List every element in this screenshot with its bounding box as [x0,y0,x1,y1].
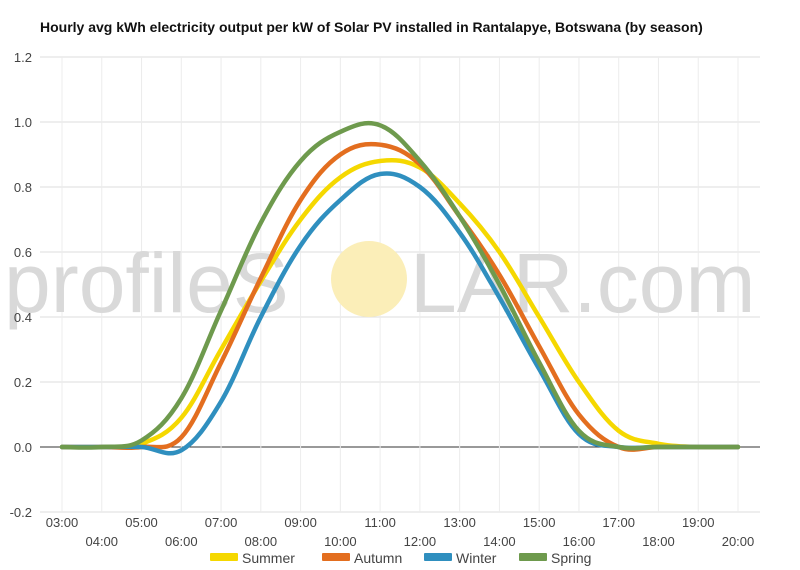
watermark-text-right: LAR.com [410,236,755,330]
x-tick-label: 15:00 [523,515,556,530]
legend-label-winter: Winter [456,550,497,566]
legend-label-summer: Summer [242,550,295,566]
x-tick-label: 04:00 [85,534,118,549]
x-tick-label: 13:00 [443,515,476,530]
x-tick-label: 05:00 [125,515,158,530]
series-line-spring [59,120,741,451]
x-tick-label: 10:00 [324,534,357,549]
legend: Summer Autumn Winter Spring [210,550,591,566]
y-axis: -0.2 0.0 0.2 0.4 0.6 0.8 1.0 1.2 [10,50,32,520]
legend-swatch-spring [519,553,547,561]
x-axis: 03:00 04:00 05:00 06:00 07:00 08:00 09:00 10:00… [46,515,755,549]
y-tick-label: -0.2 [10,505,32,520]
legend-label-spring: Spring [551,550,591,566]
y-tick-label: 1.2 [14,50,32,65]
x-tick-label: 19:00 [682,515,715,530]
y-tick-label: 0.8 [14,180,32,195]
x-tick-label: 06:00 [165,534,198,549]
x-tick-label: 12:00 [404,534,437,549]
x-tick-label: 08:00 [245,534,278,549]
x-tick-label: 16:00 [563,534,596,549]
legend-swatch-summer [210,553,238,561]
x-tick-label: 11:00 [364,515,396,530]
chart-title: Hourly avg kWh electricity output per kW… [40,19,703,35]
y-tick-label: 0.4 [14,310,32,325]
x-tick-label: 14:00 [483,534,516,549]
y-tick-label: 0.0 [14,440,32,455]
y-tick-label: 0.6 [14,245,32,260]
series-line-summer [59,157,741,450]
legend-swatch-autumn [322,553,350,561]
legend-label-autumn: Autumn [354,550,402,566]
series-lines [59,120,741,456]
x-tick-label: 17:00 [602,515,635,530]
x-tick-label: 18:00 [642,534,675,549]
x-tick-label: 09:00 [284,515,317,530]
x-tick-label: 07:00 [205,515,238,530]
y-tick-label: 1.0 [14,115,32,130]
y-tick-label: 0.2 [14,375,32,390]
legend-swatch-winter [424,553,452,561]
x-tick-label: 03:00 [46,515,79,530]
x-tick-label: 20:00 [722,534,755,549]
watermark-sun-icon [331,241,407,317]
